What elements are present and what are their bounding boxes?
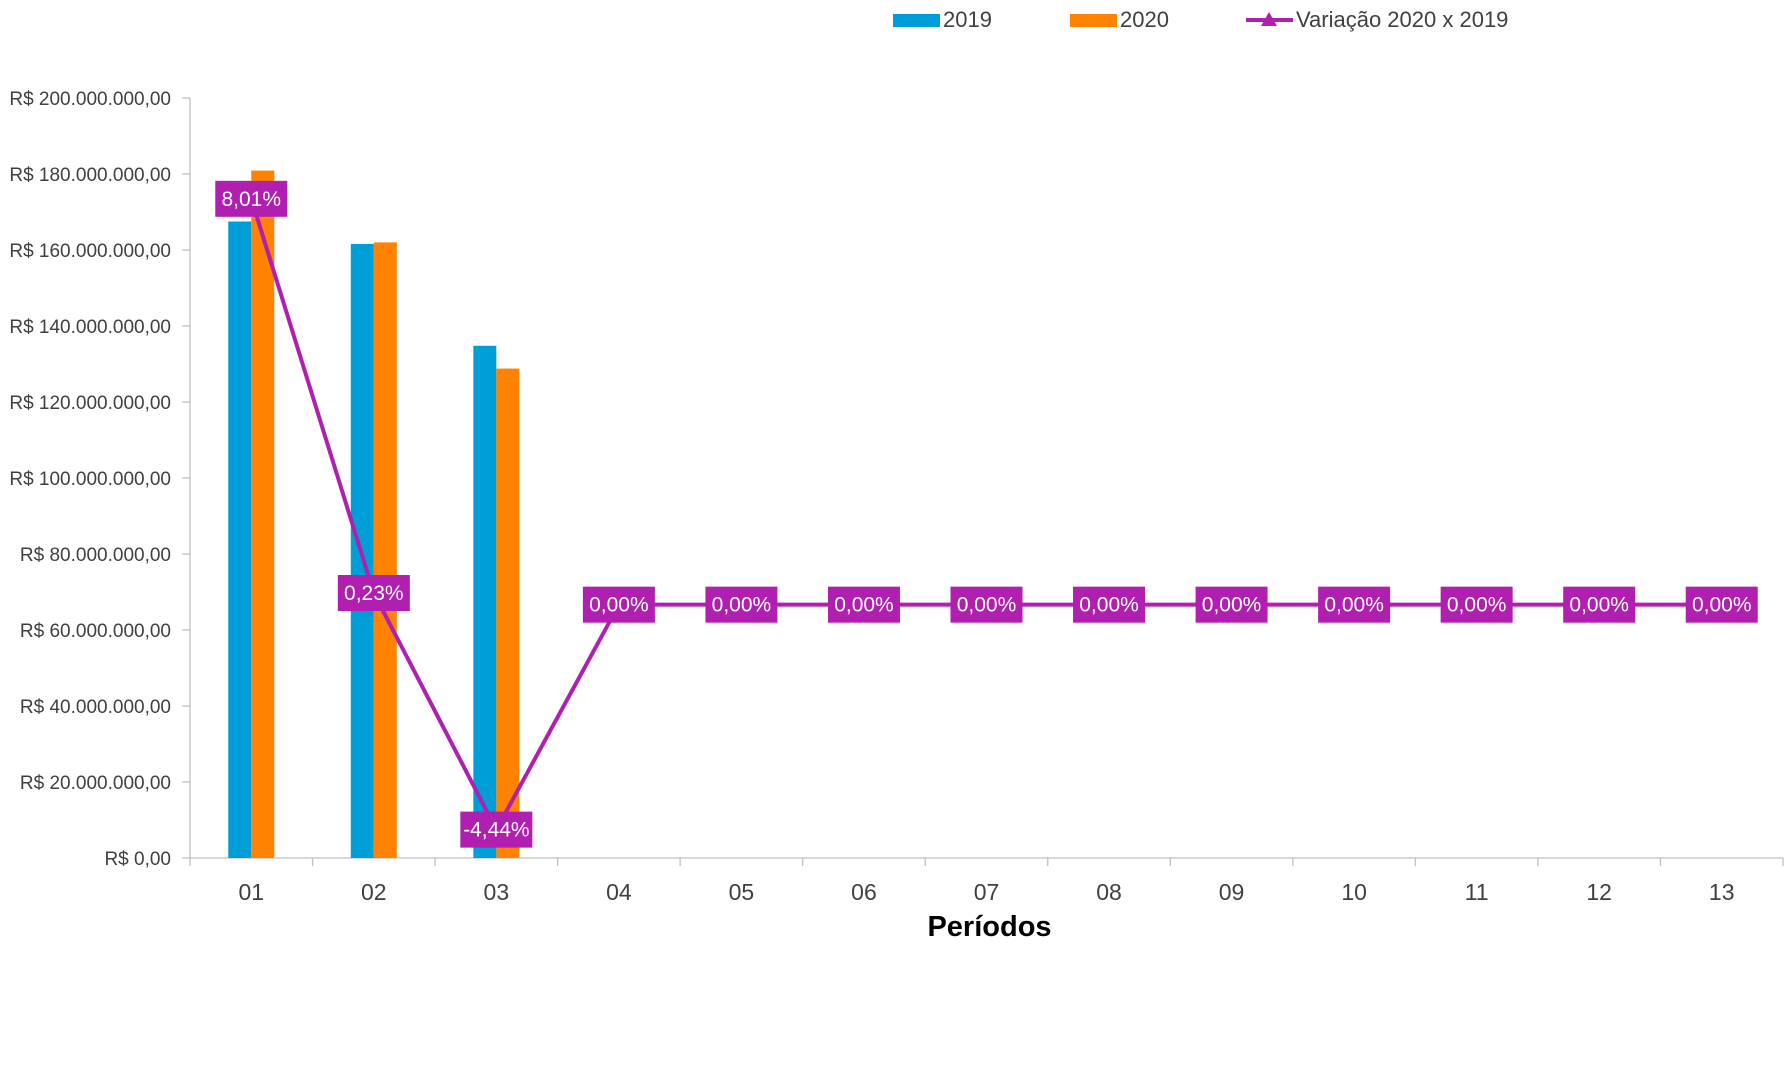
bar-2020 <box>373 242 397 858</box>
y-axis: R$ 0,00 R$ 20.000.000,00 R$ 40.000.000,00 R… <box>9 89 191 870</box>
legend-label: Variação 2020 x 2019 <box>1296 7 1508 32</box>
data-label-text: 0,00% <box>1202 594 1262 617</box>
data-label: 0,00% <box>1440 586 1513 623</box>
bar-2020 <box>251 170 275 858</box>
data-label-text: 0,00% <box>957 594 1017 617</box>
legend-item: 2019 <box>893 7 992 32</box>
data-label-text: -4,44% <box>463 819 530 842</box>
data-label-text: 0,00% <box>834 594 894 617</box>
data-label-box <box>1685 586 1758 623</box>
y-tick-label: R$ 80.000.000,00 <box>20 545 171 566</box>
y-tick-label: R$ 160.000.000,00 <box>9 241 171 262</box>
legend-label: 2019 <box>943 7 992 32</box>
data-label-box <box>337 575 410 612</box>
legend-label: 2020 <box>1120 7 1169 32</box>
bar-2019 <box>228 221 252 858</box>
data-label-text: 0,00% <box>712 594 772 617</box>
data-label-text: 0,00% <box>1447 594 1507 617</box>
data-label: 0,00% <box>950 586 1023 623</box>
legend-swatch <box>893 14 940 27</box>
x-axis: 01 02 03 04 05 06 07 08 09 10 11 12 13 <box>189 857 1784 905</box>
data-label: -4,44% <box>460 811 533 848</box>
data-label-box <box>705 586 778 623</box>
y-tick-label: R$ 140.000.000,00 <box>9 317 171 338</box>
x-axis-title: Períodos <box>927 911 1051 943</box>
x-tick-label: 04 <box>606 879 632 905</box>
data-label-box <box>460 811 533 848</box>
legend: 2019 2020 Variação 2020 x 2019 <box>893 7 1508 32</box>
x-tick-label: 09 <box>1219 879 1245 905</box>
data-label-text: 0,00% <box>1569 594 1629 617</box>
legend-swatch <box>1070 14 1117 27</box>
data-label-box <box>827 586 900 623</box>
y-tick-label: R$ 200.000.000,00 <box>9 89 171 110</box>
data-label-box <box>1073 586 1146 623</box>
data-label-box <box>582 586 655 623</box>
data-label-box <box>950 586 1023 623</box>
y-tick-label: R$ 120.000.000,00 <box>9 393 171 414</box>
x-tick-label: 07 <box>974 879 1000 905</box>
data-label-box <box>1195 586 1268 623</box>
data-label: 0,00% <box>705 586 778 623</box>
data-label-box <box>1440 586 1513 623</box>
data-label: 0,00% <box>827 586 900 623</box>
x-tick-label: 11 <box>1465 879 1489 905</box>
line-Variação 2020 x 2019 <box>249 198 1722 832</box>
x-tick-label: 03 <box>484 879 510 905</box>
x-tick-label: 01 <box>238 879 264 905</box>
x-tick-label: 10 <box>1341 879 1367 905</box>
data-label: 0,00% <box>1685 586 1758 623</box>
data-label-text: 0,00% <box>589 594 649 617</box>
x-tick-label: 05 <box>729 879 755 905</box>
legend-item: 2020 <box>1070 7 1169 32</box>
data-label: 0,00% <box>1195 586 1268 623</box>
y-tick-label: R$ 100.000.000,00 <box>9 469 171 490</box>
bar-2019 <box>473 345 497 858</box>
legend-marker <box>1261 12 1277 26</box>
data-label: 0,00% <box>582 586 655 623</box>
data-label: 0,00% <box>1073 586 1146 623</box>
data-label-box <box>215 180 288 217</box>
data-label-text: 8,01% <box>221 188 281 211</box>
data-label: 0,00% <box>1318 586 1391 623</box>
x-tick-label: 02 <box>361 879 387 905</box>
data-label-text: 0,00% <box>1692 594 1752 617</box>
data-label-text: 0,00% <box>1079 594 1139 617</box>
line-series-group <box>244 191 1729 836</box>
y-tick-label: R$ 180.000.000,00 <box>9 165 171 186</box>
y-tick-label: R$ 20.000.000,00 <box>20 773 171 794</box>
data-label-box <box>1563 586 1636 623</box>
data-label: 0,00% <box>1563 586 1636 623</box>
data-label: 0,23% <box>337 575 410 612</box>
data-label-box <box>1318 586 1391 623</box>
y-tick-label: R$ 0,00 <box>104 849 171 870</box>
x-tick-label: 08 <box>1096 879 1122 905</box>
x-tick-label: 12 <box>1586 879 1612 905</box>
x-tick-label: 13 <box>1709 879 1735 905</box>
x-tick-label: 06 <box>851 879 877 905</box>
data-label-text: 0,23% <box>344 582 404 605</box>
bar-2020 <box>496 368 520 858</box>
data-label: 8,01% <box>215 180 288 217</box>
y-tick-label: R$ 60.000.000,00 <box>20 621 171 642</box>
data-label-group: 8,01% 0,23% -4,44% 0,00% 0,00% 0,00% 0,00% 0,00… <box>215 180 1758 848</box>
bar-series-group <box>228 170 520 859</box>
legend-item: Variação 2020 x 2019 <box>1246 7 1508 32</box>
y-tick-label: R$ 40.000.000,00 <box>20 697 171 718</box>
data-label-text: 0,00% <box>1324 594 1384 617</box>
